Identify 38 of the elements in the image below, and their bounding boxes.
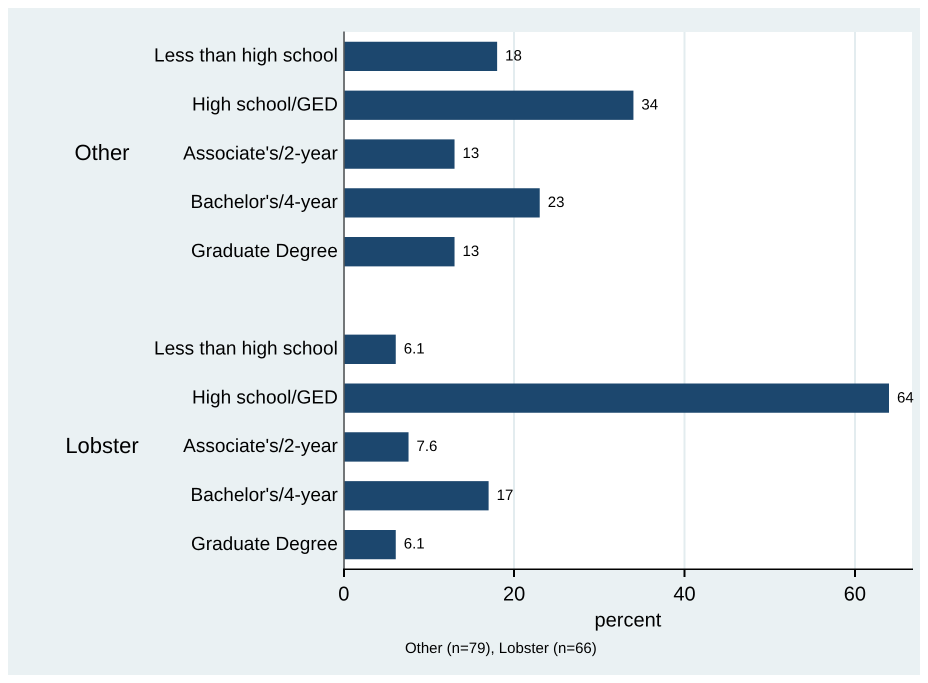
y-tick-label: Bachelor's/4-year (190, 485, 338, 506)
y-tick-label: Graduate Degree (190, 534, 338, 555)
text: Other (n=79), Lobster (n=66) (405, 640, 597, 658)
data-label: 13 (462, 145, 480, 162)
y-tick-label: Bachelor's/4-year (190, 192, 338, 214)
y-tick-label: Associate's/2-year (183, 436, 338, 458)
data-label: 64 (897, 389, 914, 406)
data-label: 13 (462, 242, 480, 260)
y-tick-label: Less than high school (154, 338, 338, 360)
x-tick-label: 0 (338, 584, 350, 606)
text: Lobster (65, 433, 139, 458)
data-label: 34 (641, 96, 658, 114)
bar (344, 237, 455, 266)
data-label: 6.1 (404, 340, 425, 358)
data-label: 7.6 (416, 438, 438, 456)
y-tick-label: High school/GED (192, 94, 338, 116)
data-label: 23 (548, 194, 564, 212)
x-tick-label: 60 (844, 584, 866, 606)
bar (344, 334, 396, 364)
text: Other (74, 140, 130, 166)
bar (344, 432, 409, 462)
bar (344, 481, 489, 510)
data-label: 6.1 (404, 536, 425, 553)
bar (344, 188, 540, 218)
y-tick-label: Less than high school (154, 46, 338, 67)
data-label: 18 (505, 48, 522, 65)
bar (344, 139, 455, 169)
data-label: 17 (496, 486, 514, 504)
bar (344, 530, 396, 560)
bar (344, 42, 498, 72)
y-tick-label: High school/GED (192, 387, 338, 408)
bar (344, 90, 634, 120)
x-tick-label: 40 (673, 584, 696, 606)
y-tick-label: Graduate Degree (190, 240, 338, 262)
x-tick-label: 20 (503, 584, 526, 606)
x-axis-title: percent (594, 610, 662, 632)
bar (344, 383, 889, 413)
y-tick-label: Associate's/2-year (183, 143, 338, 164)
